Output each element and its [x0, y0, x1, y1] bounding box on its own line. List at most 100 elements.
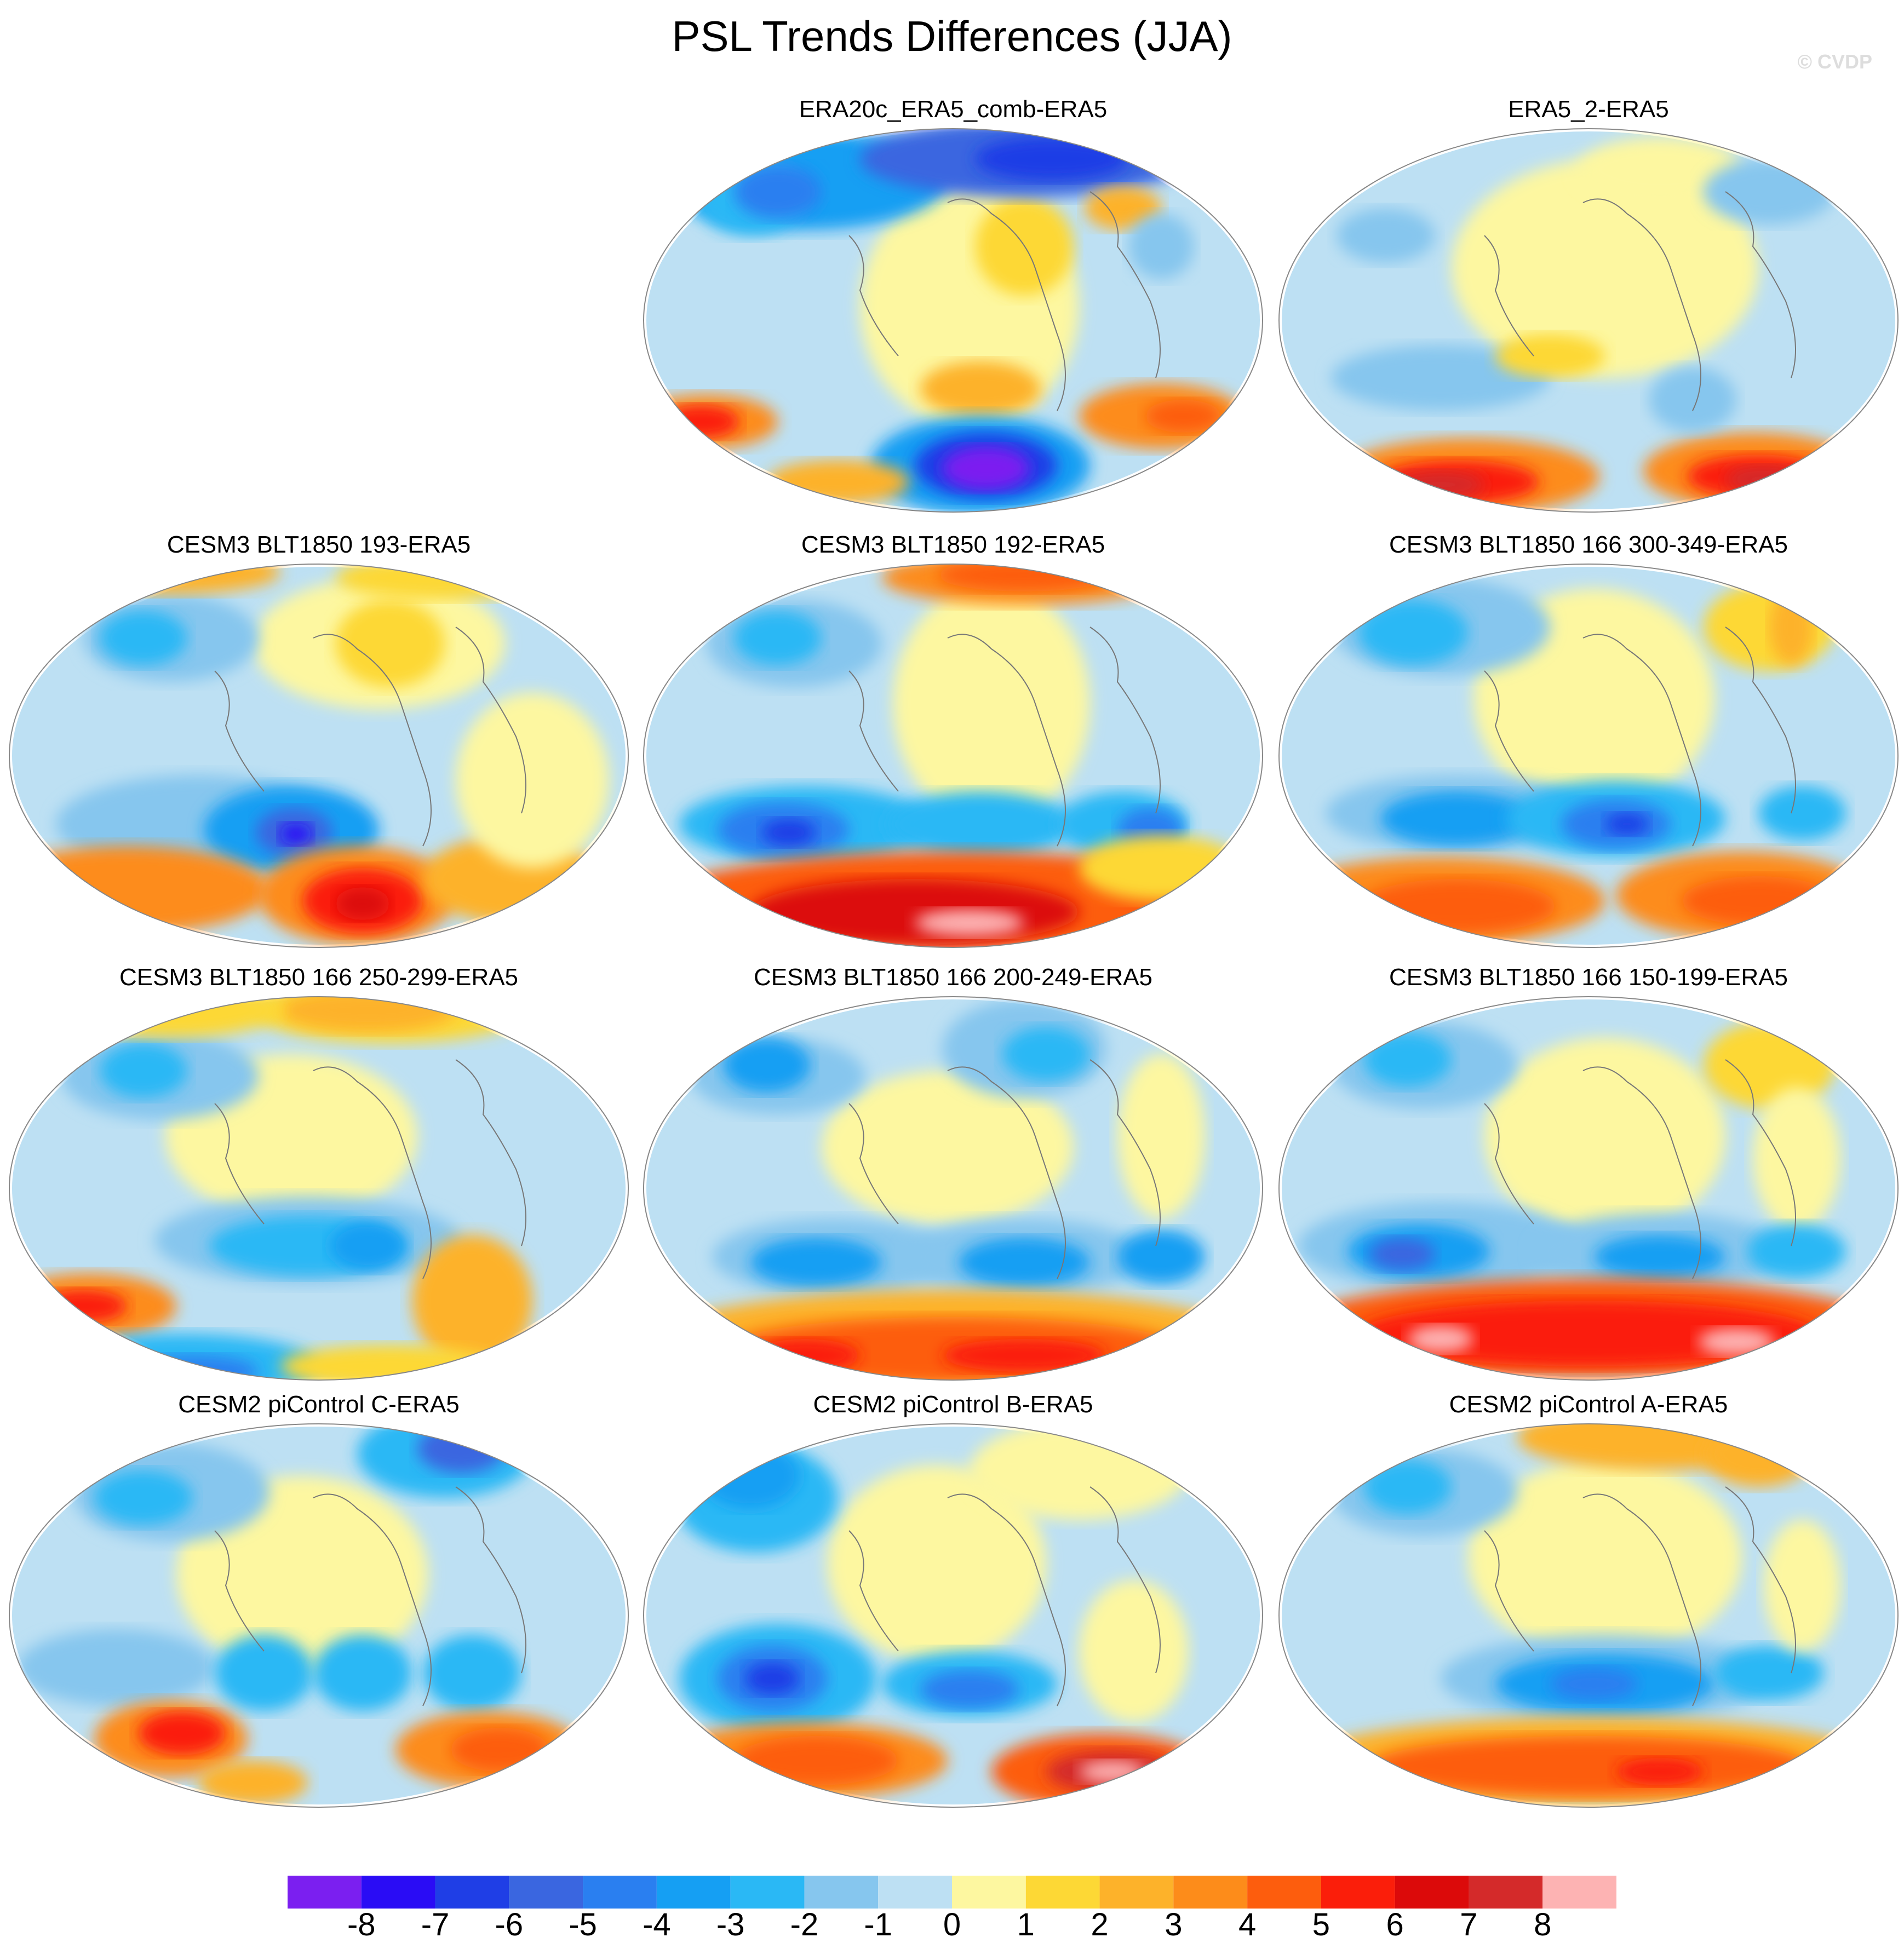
colorbar-swatch	[509, 1876, 583, 1909]
contour-region	[100, 611, 187, 665]
panel-title: ERA5_2-ERA5	[1508, 96, 1669, 123]
colorbar-swatch	[1025, 1876, 1100, 1909]
contour-region	[215, 1635, 313, 1711]
panel-title: CESM2 piControl B-ERA5	[813, 1391, 1093, 1418]
cvdp-watermark: © CVDP	[1797, 50, 1872, 73]
colorbar-tick-label: -3	[716, 1907, 745, 1942]
colorbar-swatch	[1469, 1876, 1543, 1909]
map-panel: CESM3 BLT1850 166 150-199-ERA5	[1276, 964, 1901, 1383]
contour-region	[1358, 1301, 1819, 1366]
map-outline	[9, 1423, 629, 1808]
contour-region	[827, 1465, 1046, 1662]
contour-region	[1682, 876, 1835, 926]
contour-region	[942, 1339, 1106, 1372]
contour-region	[1452, 159, 1758, 378]
map-panel: CESM2 piControl B-ERA5	[641, 1391, 1265, 1810]
contour-region	[18, 1629, 215, 1706]
colorbar-swatch	[878, 1876, 952, 1909]
robinson-map	[643, 128, 1263, 513]
coastline	[947, 198, 1066, 411]
colorbar-tick-label: 8	[1534, 1907, 1552, 1942]
map-outline	[643, 128, 1263, 513]
map-panel: CESM2 piControl C-ERA5	[7, 1391, 631, 1810]
robinson-map	[1278, 1423, 1899, 1808]
contour-region	[450, 1728, 549, 1772]
coastline	[1725, 191, 1796, 378]
contour-region	[915, 909, 1024, 936]
coastline	[1089, 191, 1161, 378]
map-panel: ERA20c_ERA5_comb-ERA5	[641, 96, 1265, 515]
coastline	[313, 1066, 432, 1279]
contour-region	[1764, 1520, 1840, 1651]
contour-region	[1594, 1235, 1725, 1279]
coastline	[313, 1493, 432, 1706]
contour-region	[920, 1670, 1019, 1709]
colorbar-swatch	[361, 1876, 435, 1909]
contour-region	[767, 460, 909, 504]
coastline	[1484, 1530, 1534, 1652]
contour-region	[1128, 214, 1194, 279]
contour-region	[1753, 1087, 1840, 1229]
contour-region	[198, 1761, 308, 1804]
coastline	[1089, 1486, 1161, 1674]
map-panel: CESM3 BLT1850 166 250-299-ERA5	[7, 964, 631, 1383]
contour-region	[1364, 1459, 1452, 1514]
coastline	[1725, 1059, 1796, 1246]
colorbar-tick-label: 2	[1091, 1907, 1109, 1942]
contour-region	[313, 1635, 412, 1711]
contour-region	[330, 1221, 406, 1271]
contour-region	[1002, 1027, 1090, 1082]
contour-region	[1364, 1032, 1452, 1087]
colorbar	[288, 1876, 1616, 1909]
robinson-map	[1278, 564, 1899, 948]
contour-region	[1397, 471, 1484, 498]
coastline	[947, 634, 1066, 847]
colorbar-swatch	[1247, 1876, 1321, 1909]
map-outline	[1278, 128, 1899, 513]
coastline	[455, 1486, 526, 1674]
colorbar-tick-label: -6	[495, 1907, 524, 1942]
contour-region	[1358, 879, 1556, 934]
contour-region	[412, 1235, 532, 1366]
contour-region	[279, 823, 312, 845]
contour-region	[1380, 791, 1534, 846]
coastline	[848, 1103, 899, 1225]
colorbar-swatch	[1321, 1876, 1395, 1909]
contour-region	[822, 1071, 1074, 1224]
robinson-map	[643, 996, 1263, 1381]
map-outline	[9, 996, 629, 1381]
contour-region	[1117, 1054, 1205, 1218]
contour-region	[920, 361, 1041, 416]
contour-region	[1079, 1580, 1189, 1722]
colorbar-swatch	[1395, 1876, 1469, 1909]
map-outline	[1278, 1423, 1899, 1808]
colorbar-tick-label: 5	[1312, 1907, 1330, 1942]
contour-region	[1714, 1646, 1824, 1700]
coastline	[1725, 626, 1796, 814]
coastline	[947, 1066, 1066, 1279]
contour-region	[1495, 334, 1605, 378]
colorbar-swatch	[1542, 1876, 1616, 1909]
contour-region	[1747, 1224, 1846, 1279]
coastline	[947, 1493, 1066, 1706]
contour-region	[1704, 1424, 1813, 1487]
contour-region	[1698, 1328, 1775, 1355]
coastline	[214, 1530, 265, 1652]
coastline	[1582, 198, 1701, 411]
colorbar-tick-label: -2	[790, 1907, 819, 1942]
contour-region	[959, 1238, 1090, 1287]
contour-region	[750, 1339, 860, 1372]
contour-region	[1085, 186, 1161, 230]
contour-region	[734, 164, 822, 219]
contour-region	[1337, 208, 1435, 263]
colorbar-tick-label: 6	[1386, 1907, 1404, 1942]
panel-title: CESM3 BLT1850 192-ERA5	[801, 531, 1105, 558]
coastline	[455, 626, 526, 814]
colorbar-tick-label: 4	[1238, 1907, 1257, 1942]
contour-region	[138, 1711, 226, 1755]
panel-title: CESM2 piControl A-ERA5	[1449, 1391, 1728, 1418]
colorbar-tick-label: -5	[569, 1907, 597, 1942]
map-panel: CESM2 piControl A-ERA5	[1276, 1391, 1901, 1810]
contour-region	[335, 600, 445, 687]
colorbar-swatch	[288, 1876, 362, 1909]
